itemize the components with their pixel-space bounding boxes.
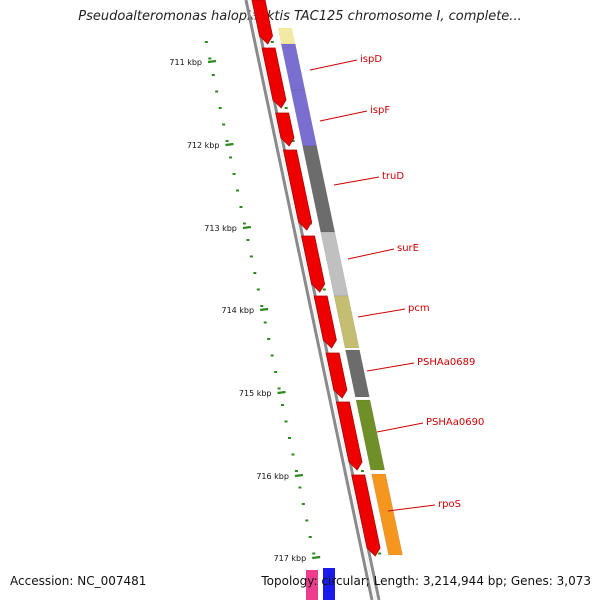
gene-block	[320, 231, 349, 297]
tick-label: 715 kbp	[239, 389, 272, 398]
tick-label: 714 kbp	[221, 306, 254, 315]
genes-layer	[277, 28, 403, 600]
gene-label: rpoS	[438, 499, 461, 510]
accession-text: Accession: NC_007481	[10, 574, 147, 588]
gene-label: surE	[397, 243, 419, 254]
tick-label: 716 kbp	[256, 472, 289, 481]
major-tick	[312, 555, 321, 560]
cds-arrow	[313, 295, 337, 349]
topology-text: Topology: circular; Length: 3,214,944 bp…	[261, 574, 591, 588]
major-tick	[225, 142, 234, 147]
cds-layer	[251, 0, 381, 557]
cds-arrow	[283, 149, 313, 231]
map-title: Pseudoalteromonas haloplanktis TAC125 ch…	[78, 9, 522, 24]
cds-arrow	[261, 47, 287, 109]
labels-layer: ispD ispF truD surE pcm PSHAa0689 PSHAa0690 rpo…	[309, 54, 484, 512]
major-tick	[277, 390, 286, 395]
gene-label-line	[309, 59, 358, 71]
cds-arrow	[325, 352, 348, 399]
feature-block	[323, 568, 335, 600]
gene-label: PSHAa0690	[426, 417, 484, 428]
major-tick	[259, 307, 269, 312]
major-tick	[207, 59, 217, 64]
feature-block	[306, 570, 318, 600]
cds-arrow	[335, 401, 363, 471]
gene-label-line	[319, 110, 368, 122]
cds-arrow	[301, 235, 326, 293]
gene-label: pcm	[408, 303, 430, 314]
gene-label: ispD	[360, 54, 382, 65]
gene-label: truD	[382, 171, 404, 182]
gene-label: PSHAa0689	[417, 357, 475, 368]
gene-block	[333, 295, 360, 349]
major-tick	[242, 225, 252, 230]
tick-label: 713 kbp	[204, 224, 237, 233]
gene-block	[355, 399, 386, 471]
gene-label-line	[376, 422, 424, 433]
cds-arrow	[275, 112, 295, 147]
tick-label: 712 kbp	[187, 141, 220, 150]
gene-block	[345, 349, 370, 398]
gene-label-line	[387, 504, 436, 512]
tick-label: 717 kbp	[274, 554, 307, 563]
gene-block	[290, 89, 318, 147]
tick-label: 711 kbp	[169, 58, 202, 67]
gene-block	[277, 28, 296, 44]
cds-arrow	[351, 474, 381, 557]
gene-label-line	[333, 176, 380, 186]
backbone-line	[244, 0, 374, 600]
gene-block	[280, 43, 306, 91]
gene-label-line	[357, 308, 406, 318]
cds-arrow	[251, 0, 273, 45]
major-tick	[294, 473, 304, 478]
gene-label-line	[366, 362, 415, 372]
gene-block	[371, 473, 403, 556]
gene-label: ispF	[370, 105, 390, 116]
gene-label-line	[347, 248, 395, 260]
backbone-line	[248, 0, 377, 600]
